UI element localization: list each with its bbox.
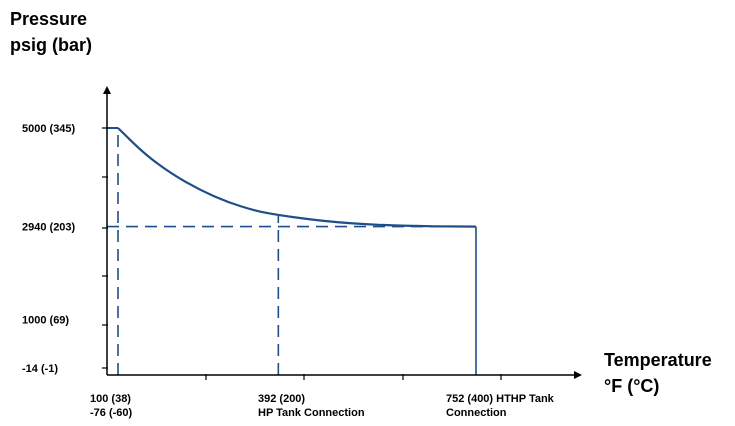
x-tick-label: 392 (200): [258, 393, 305, 405]
y-tick-label: 2940 (203): [22, 222, 76, 234]
x-axis-title-line-2: °F (°C): [604, 376, 660, 396]
axes: [102, 86, 582, 380]
y-tick-label: 1000 (69): [22, 314, 69, 326]
y-axis-title: Pressure psig (bar): [10, 6, 92, 58]
series-layer: [117, 127, 477, 228]
series-line-0: [117, 127, 477, 228]
reference-lines: [107, 127, 477, 375]
x-axis-title: Temperature °F (°C): [604, 347, 712, 399]
x-tick-label: 752 (400) HTHP Tank: [446, 393, 555, 405]
x-tick-label: HP Tank Connection: [258, 407, 365, 419]
y-axis-title-line-2: psig (bar): [10, 35, 93, 55]
x-tick-label: Connection: [446, 407, 507, 419]
y-tick-label: 5000 (345): [22, 123, 76, 135]
y-tick-label: -14 (-1): [22, 363, 58, 375]
x-axis-title-line-1: Temperature: [604, 350, 712, 370]
tick-labels: -14 (-1) 1000 (69) 2940 (203) 5000 (345) 100…: [22, 123, 555, 419]
x-tick-label: -76 (-60): [90, 407, 133, 419]
y-axis-title-line-1: Pressure: [10, 9, 88, 29]
x-tick-label: 100 (38): [90, 393, 131, 405]
